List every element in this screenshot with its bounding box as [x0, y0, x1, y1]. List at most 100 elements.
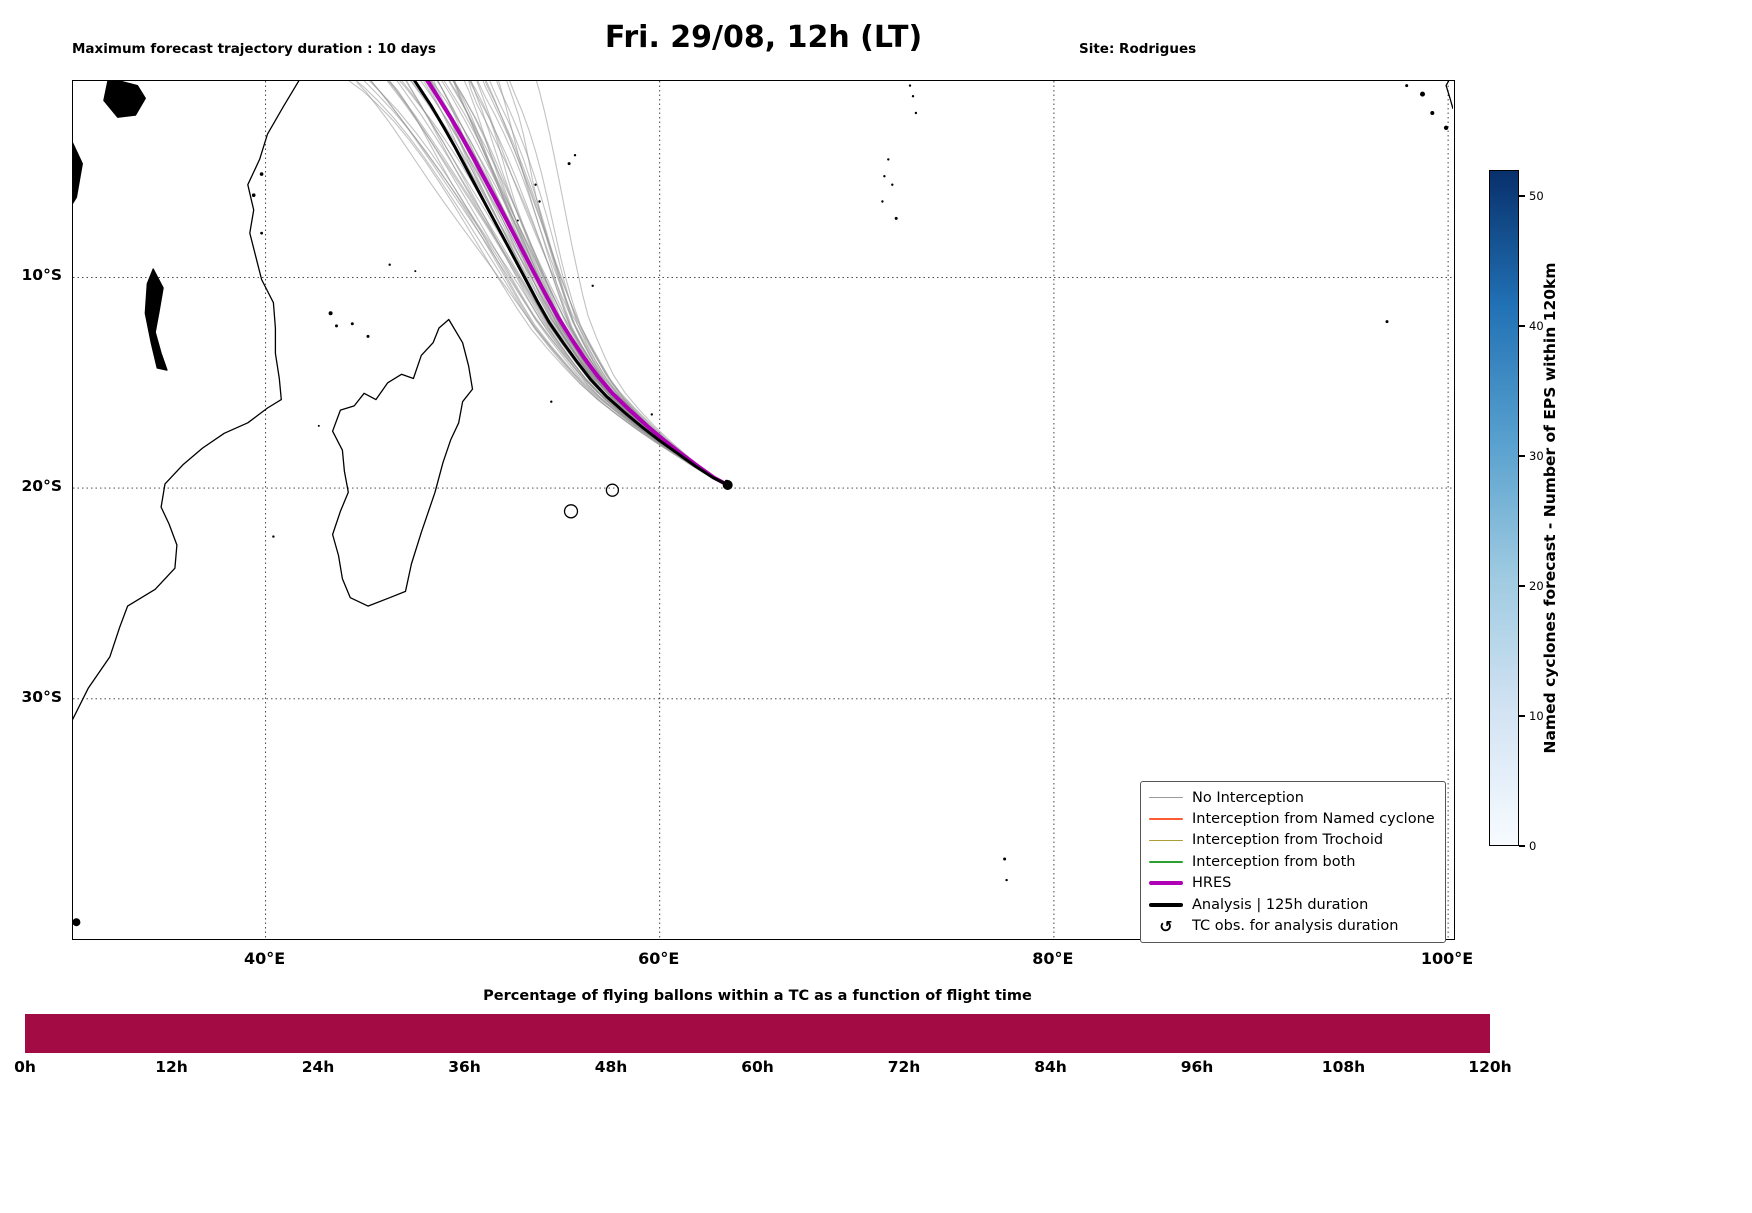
island-dot [73, 918, 81, 927]
island-dot [894, 216, 898, 220]
legend-item: Analysis | 125h duration [1149, 894, 1437, 915]
hres-trajectory [425, 81, 730, 487]
map-gridlines [73, 81, 1453, 938]
island-dot [650, 413, 653, 416]
island-dot [366, 334, 370, 338]
colorbar-tick-label: 0 [1529, 839, 1537, 853]
y-axis-tick-label: 10°S [21, 266, 62, 285]
eps-member-trajectory [363, 81, 728, 486]
eps-member-trajectory [423, 81, 728, 486]
legend-item: No Interception [1149, 787, 1437, 808]
flight-time-tick-label: 0h [14, 1058, 36, 1076]
eps-member-trajectory [452, 81, 728, 486]
flight-time-tick-label: 72h [887, 1058, 921, 1076]
flight-time-tick-label: 108h [1321, 1058, 1366, 1076]
island-dot [328, 311, 333, 316]
flight-time-tick-label: 60h [741, 1058, 774, 1076]
legend-line-swatch [1149, 796, 1183, 799]
colorbar [1489, 170, 1519, 846]
legend-line [1149, 902, 1183, 907]
eps-member-trajectory [441, 81, 728, 486]
eps-member-trajectory [449, 81, 728, 486]
legend-item-label: Interception from Named cyclone [1192, 811, 1435, 828]
island-dot [883, 175, 886, 178]
island-dot [516, 219, 519, 222]
flight-time-tick-label: 24h [301, 1058, 335, 1076]
x-axis-tick-label: 60°E [638, 949, 680, 968]
legend-line-swatch [1149, 861, 1183, 863]
island-dot [591, 284, 594, 287]
legend-item-label: TC obs. for analysis duration [1192, 918, 1399, 935]
colorbar-tick-label: 30 [1529, 449, 1544, 463]
africa-coastline [73, 81, 300, 721]
colorbar-tick-label: 40 [1529, 319, 1544, 333]
legend-line-swatch [1149, 839, 1183, 842]
island-dot [914, 111, 918, 115]
flight-time-tick-label: 96h [1180, 1058, 1214, 1076]
island-dot [1385, 320, 1389, 324]
eps-member-trajectory [437, 81, 728, 486]
island-dot [1430, 111, 1435, 115]
island-dot [891, 183, 894, 186]
legend-item-label: Analysis | 125h duration [1192, 896, 1369, 913]
legend-item: Interception from Named cyclone [1149, 808, 1437, 829]
eps-member-trajectory [535, 81, 728, 486]
legend-line-swatch [1149, 902, 1183, 907]
deployment-point [722, 480, 733, 490]
eps-member-trajectory [489, 81, 728, 486]
legend-item: Interception from Trochoid [1149, 830, 1437, 851]
island-dot [1405, 84, 1409, 88]
legend-item: Interception from both [1149, 851, 1437, 872]
legend-line [1149, 796, 1183, 799]
island-outline [605, 483, 620, 497]
flight-time-tick-label: 48h [594, 1058, 628, 1076]
lake-shape [144, 268, 168, 371]
site-text: Site: Rodrigues [1079, 41, 1197, 57]
colorbar-tick [1519, 195, 1525, 197]
legend-item: ↺ TC obs. for analysis duration [1149, 915, 1437, 936]
island-dot [567, 162, 571, 166]
colorbar-axis-label: Named cyclones forecast - Number of EPS … [1541, 262, 1559, 754]
island-dot [251, 193, 256, 197]
eps-member-trajectory [452, 81, 728, 486]
main-trajectories [412, 81, 733, 490]
flight-time-tick-label: 36h [448, 1058, 481, 1076]
legend-item-label: Interception from both [1192, 853, 1356, 870]
island-dot [259, 172, 264, 176]
colorbar-tick [1519, 845, 1525, 847]
eps-member-trajectory [430, 81, 728, 486]
tc-obs-icon: ↺ [1159, 916, 1173, 936]
island-dot [350, 322, 354, 326]
island-dot [335, 324, 338, 328]
island-dot [538, 200, 541, 203]
legend-line [1149, 881, 1183, 886]
legend-line [1149, 861, 1183, 863]
madagascar-coastline [331, 318, 474, 607]
eps-member-trajectory [348, 81, 728, 486]
max-duration-text: Maximum forecast trajectory duration : 1… [72, 41, 436, 57]
island-dot [887, 158, 890, 161]
island-dot [260, 231, 263, 235]
flight-time-tick-label: 120h [1468, 1058, 1512, 1076]
flight-time-bar-track [25, 1014, 1490, 1053]
colorbar-tick [1519, 455, 1525, 457]
tc-percentage-bar [25, 1014, 1490, 1053]
island-dot [573, 154, 577, 157]
island-dot [1005, 878, 1008, 882]
lake-shape [103, 81, 146, 118]
island-dot [388, 263, 391, 266]
x-axis-tick-label: 100°E [1420, 949, 1474, 968]
analysis-trajectory [412, 81, 729, 487]
colorbar-tick [1519, 325, 1525, 327]
colorbar-tick [1519, 585, 1525, 587]
legend-item: HRES [1149, 873, 1437, 894]
flight-time-tick-label: 84h [1034, 1058, 1067, 1076]
colorbar-tick [1519, 715, 1525, 717]
eps-member-trajectory [452, 81, 728, 486]
bottom-chart-title: Percentage of flying ballons within a TC… [483, 988, 1032, 1004]
island-dot [534, 183, 537, 186]
legend-item-label: Interception from Trochoid [1192, 832, 1384, 849]
legend-line [1149, 818, 1183, 820]
colorbar-tick-label: 10 [1529, 709, 1544, 723]
island-dot [1003, 857, 1007, 861]
